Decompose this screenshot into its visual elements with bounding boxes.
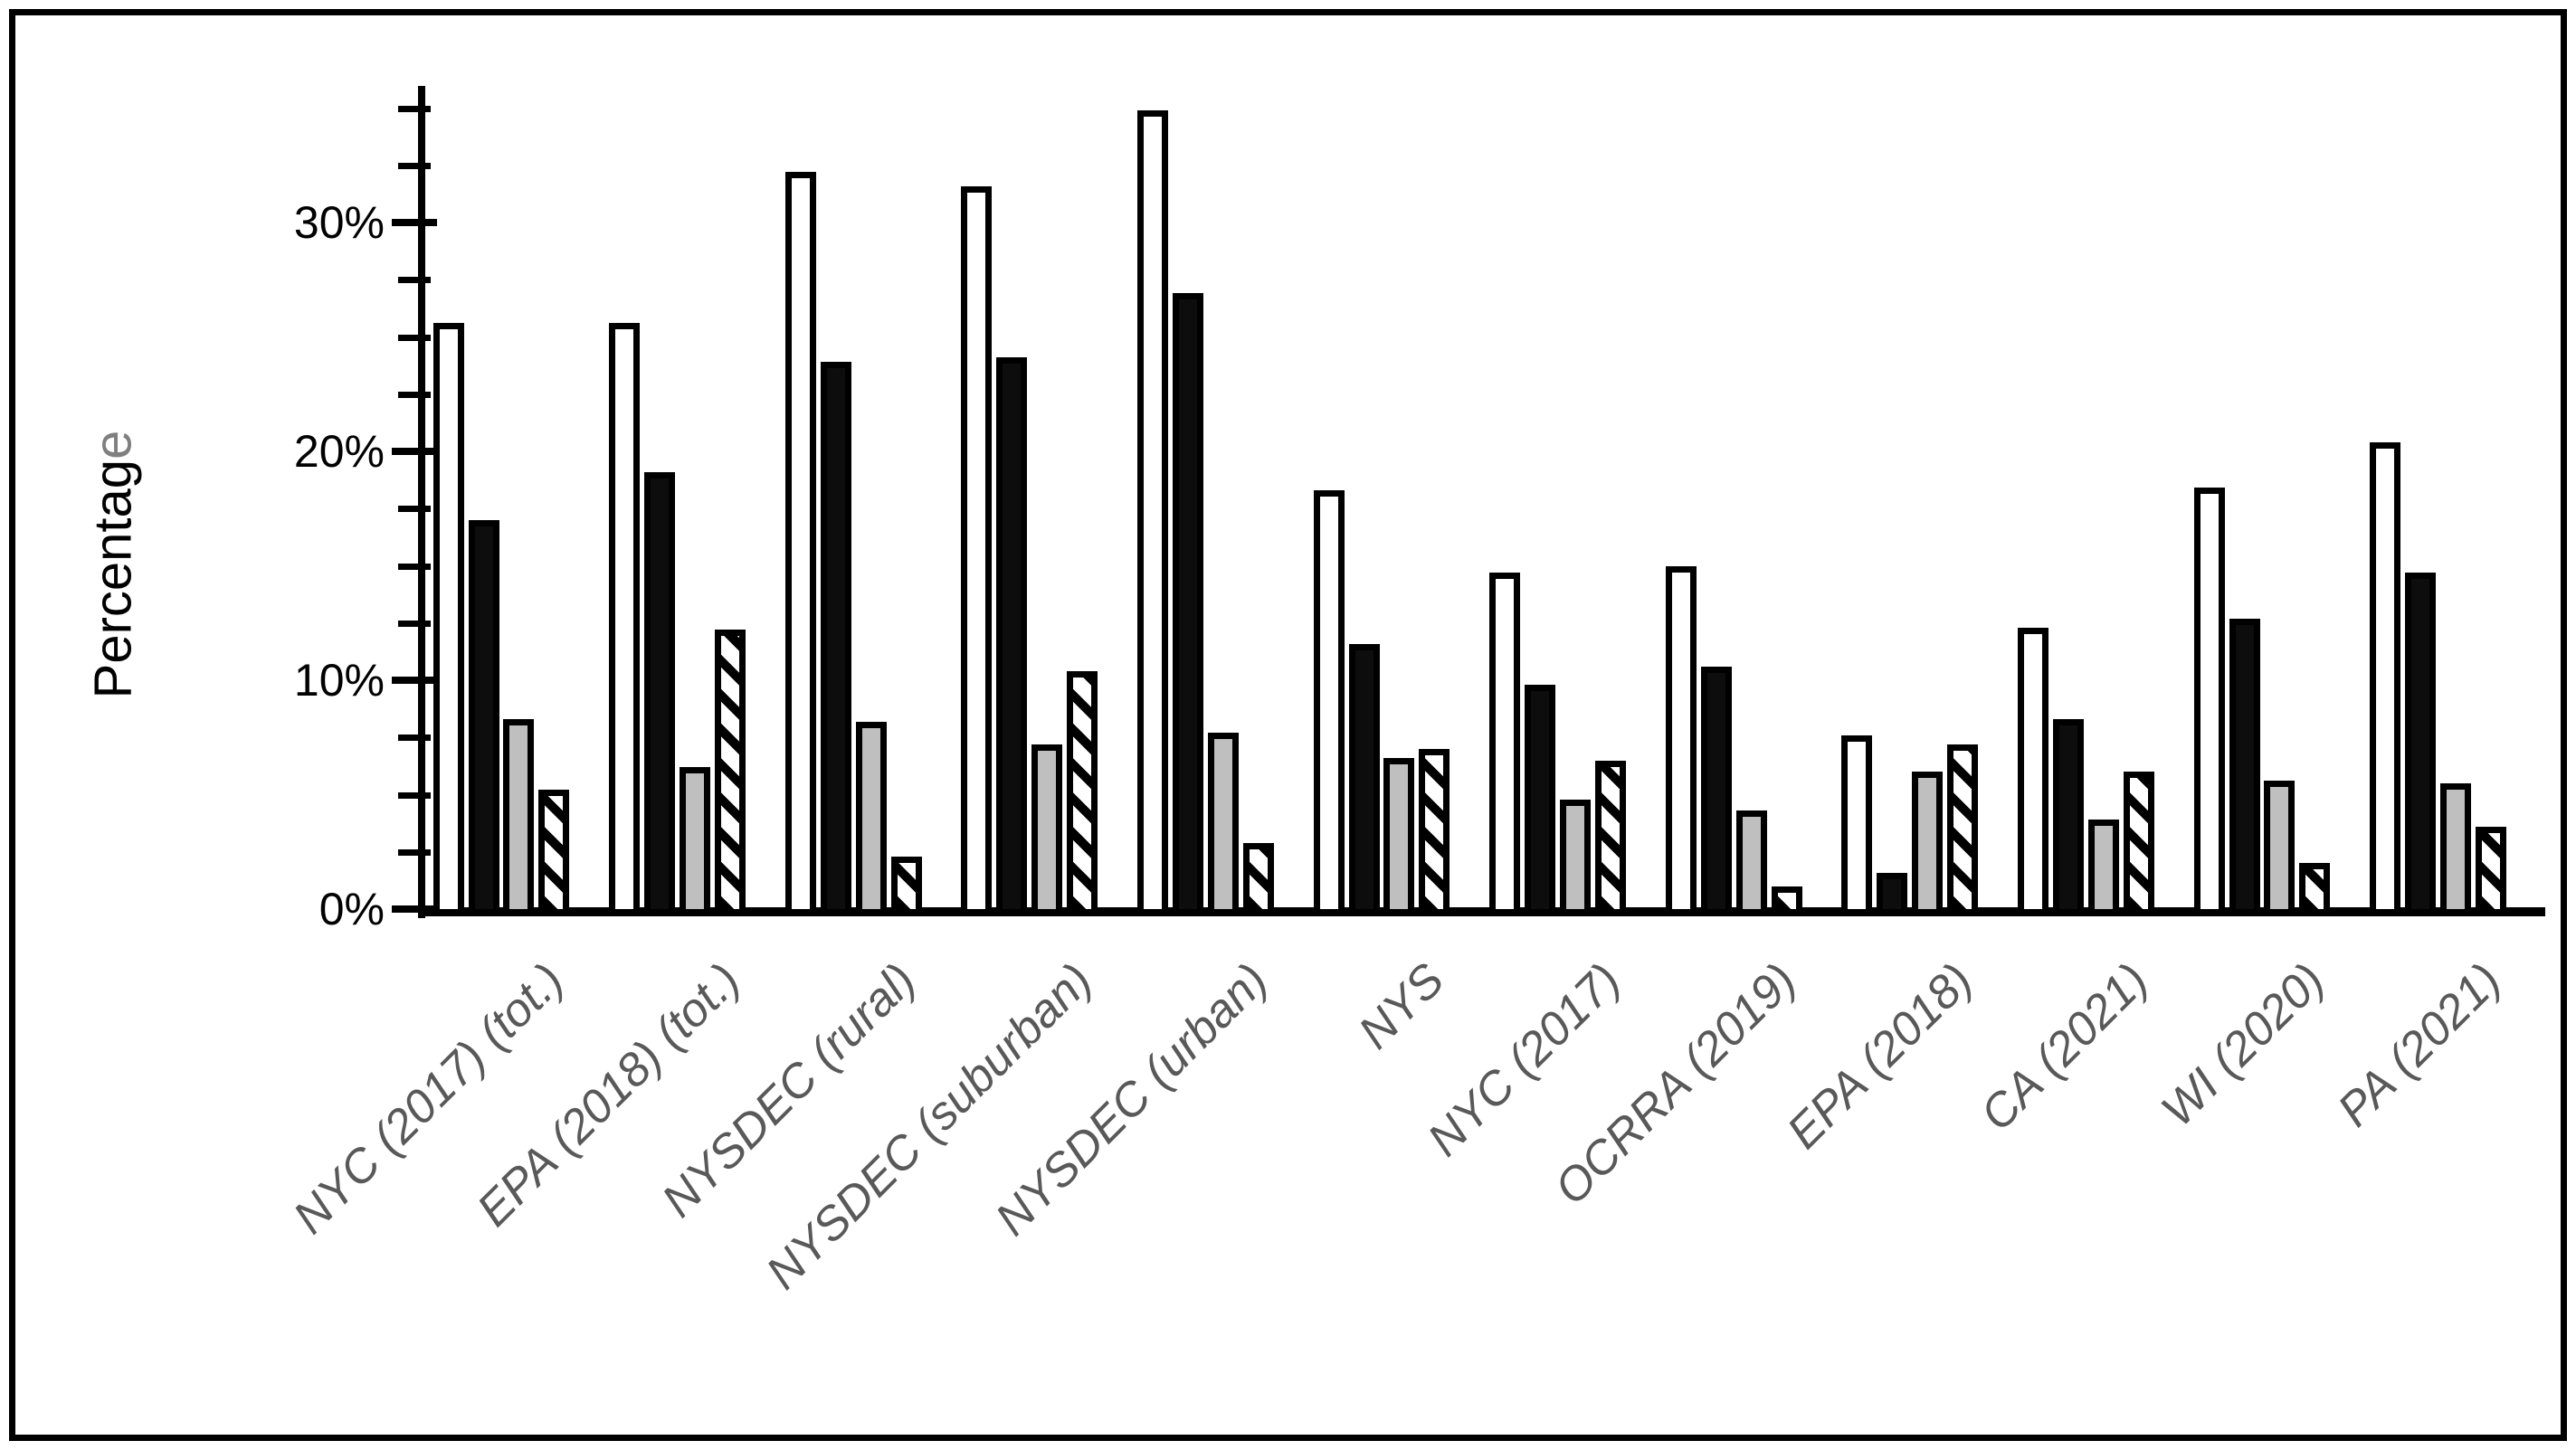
- y-axis-minor-tick: [398, 506, 431, 513]
- bar-gray-bar: [680, 767, 711, 909]
- bar-black-bar: [644, 471, 676, 909]
- y-axis-major-tick: [392, 677, 437, 684]
- x-category-label: NYS: [1348, 953, 1455, 1059]
- bar-hatched-bar: [1771, 886, 1802, 909]
- x-axis-line: [418, 907, 2545, 916]
- x-category-label: NYSDEC (suburban): [756, 953, 1103, 1300]
- bar-black-bar: [1525, 685, 1556, 909]
- bar-gray-bar: [503, 719, 535, 909]
- y-axis-line: [418, 86, 425, 918]
- chart-outer-border: Percentage 0% 10% 20% 30% NYC (2017) (tot.) E…: [9, 9, 2567, 1441]
- y-axis-minor-tick: [398, 391, 431, 398]
- y-axis-minor-tick: [398, 334, 431, 341]
- bar-white-outlined-bar: [1841, 734, 1873, 909]
- bar-hatched-bar: [1419, 748, 1450, 909]
- y-axis-minor-tick: [398, 563, 431, 570]
- bar-gray-bar: [1560, 799, 1592, 909]
- y-axis-major-tick: [392, 905, 437, 913]
- bar-black-bar: [1348, 643, 1380, 909]
- bar-white-outlined-bar: [2193, 488, 2225, 909]
- bar-white-outlined-bar: [961, 185, 993, 909]
- y-axis-major-tick: [392, 219, 437, 226]
- bar-white-outlined-bar: [609, 323, 641, 909]
- y-axis-minor-tick: [398, 105, 431, 112]
- bar-white-outlined-bar: [433, 323, 464, 909]
- bar-gray-bar: [1383, 758, 1415, 909]
- y-axis-minor-tick: [398, 620, 431, 627]
- bar-hatched-bar: [538, 790, 570, 909]
- bar-hatched-bar: [2475, 826, 2506, 909]
- bar-gray-bar: [2264, 781, 2296, 909]
- bar-hatched-bar: [1242, 842, 1274, 909]
- bar-black-bar: [1877, 872, 1908, 909]
- bar-hatched-bar: [890, 856, 922, 909]
- bar-black-bar: [1172, 293, 1203, 909]
- bar-gray-bar: [855, 721, 887, 909]
- bar-white-outlined-bar: [1489, 573, 1521, 909]
- bar-black-bar: [468, 519, 499, 909]
- y-axis-minor-tick: [398, 848, 431, 856]
- y-axis-minor-tick: [398, 162, 431, 169]
- y-axis-title: Percentage: [83, 431, 144, 699]
- bar-white-outlined-bar: [784, 172, 816, 909]
- bar-white-outlined-bar: [1665, 565, 1697, 909]
- y-axis-tick-label: 30%: [293, 197, 385, 248]
- bar-gray-bar: [1207, 733, 1239, 909]
- y-axis-minor-tick: [398, 734, 431, 742]
- y-axis-tick-label: 20%: [293, 426, 385, 477]
- y-axis-title-last-letter: e: [83, 430, 143, 460]
- bar-hatched-bar: [2123, 772, 2154, 909]
- bar-white-outlined-bar: [2370, 441, 2401, 909]
- x-category-label: CA (2021): [1971, 953, 2159, 1142]
- bar-gray-bar: [1912, 772, 1944, 909]
- y-axis-minor-tick: [398, 791, 431, 799]
- bar-black-bar: [820, 362, 851, 909]
- x-category-label: PA (2021): [2327, 953, 2511, 1137]
- bar-white-outlined-bar: [1137, 110, 1169, 909]
- bar-black-bar: [2229, 618, 2260, 909]
- bar-hatched-bar: [714, 630, 746, 909]
- x-category-label: EPA (2018): [1777, 953, 1983, 1160]
- y-axis-tick-label: 0%: [318, 884, 385, 934]
- bar-hatched-bar: [1594, 760, 1626, 909]
- y-axis-major-tick: [392, 448, 437, 455]
- bar-black-bar: [2052, 719, 2084, 909]
- bar-chart-plot-area: Percentage 0% 10% 20% 30% NYC (2017) (tot.) E…: [15, 15, 2561, 1435]
- bar-gray-bar: [1031, 744, 1063, 909]
- y-axis-tick-label: 10%: [293, 655, 385, 706]
- bar-black-bar: [1700, 666, 1732, 909]
- y-axis-minor-tick: [398, 277, 431, 284]
- bar-gray-bar: [1735, 810, 1767, 909]
- bar-gray-bar: [2440, 782, 2472, 909]
- bar-white-outlined-bar: [1313, 490, 1345, 909]
- bar-hatched-bar: [1067, 670, 1098, 909]
- bar-gray-bar: [2087, 820, 2119, 909]
- bar-black-bar: [2405, 573, 2437, 909]
- y-axis-title-text: Percentag: [83, 459, 143, 699]
- bar-hatched-bar: [1947, 744, 1979, 909]
- bar-hatched-bar: [2299, 863, 2331, 909]
- bar-black-bar: [996, 357, 1028, 909]
- bar-white-outlined-bar: [2018, 627, 2049, 909]
- x-category-label: WI (2020): [2151, 953, 2335, 1137]
